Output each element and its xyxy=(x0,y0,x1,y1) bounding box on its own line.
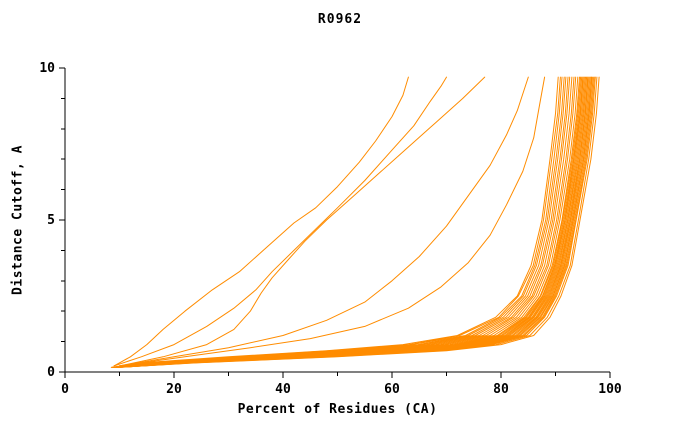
series-group xyxy=(110,76,600,368)
model-curve xyxy=(112,76,567,368)
ticks-group: 0 20 40 60 80 100 0 5 10 xyxy=(39,61,622,397)
model-curve xyxy=(114,76,577,368)
model-curve xyxy=(118,76,600,368)
x-tick-label: 100 xyxy=(598,382,622,397)
model-curve xyxy=(113,76,573,368)
model-curve-outlier xyxy=(113,76,409,367)
model-curve-outlier xyxy=(113,76,447,367)
model-curve-outlier xyxy=(119,76,529,367)
x-tick-label: 0 xyxy=(61,382,69,397)
model-curve xyxy=(113,76,571,368)
model-curve xyxy=(117,76,595,368)
chart-title: R0962 xyxy=(317,12,363,27)
model-curve-outlier xyxy=(119,76,546,367)
model-curve-outlier xyxy=(119,76,486,367)
x-tick-label: 60 xyxy=(384,382,400,397)
y-tick-label: 0 xyxy=(47,365,55,380)
x-tick-label: 80 xyxy=(493,382,509,397)
y-tick-label: 5 xyxy=(47,213,55,228)
model-curve xyxy=(114,76,580,368)
model-curve xyxy=(110,76,559,368)
x-tick-label: 20 xyxy=(166,382,182,397)
model-curve xyxy=(113,76,575,368)
x-tick-label: 40 xyxy=(275,382,291,397)
x-axis-title: Percent of Residues (CA) xyxy=(237,402,438,417)
y-tick-label: 10 xyxy=(39,61,55,76)
